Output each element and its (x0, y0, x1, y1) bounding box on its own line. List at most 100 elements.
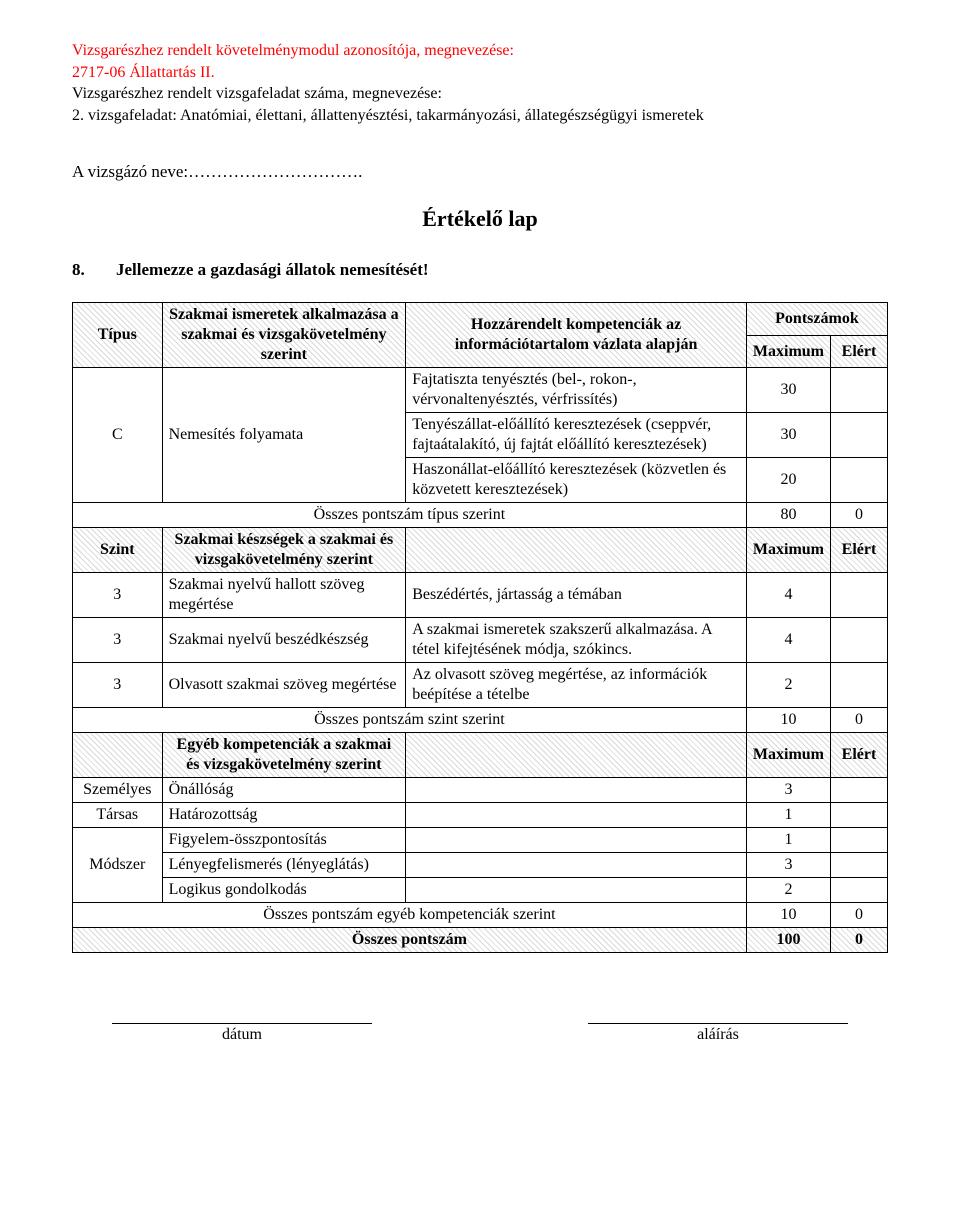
question-number: 8. (72, 260, 116, 280)
skill-cell: Szakmai nyelvű hallott szöveg megértése (162, 573, 406, 618)
table-row: Személyes Önállóság 3 (73, 778, 888, 803)
elert-cell (831, 828, 888, 853)
col-max-header: Maximum (746, 335, 830, 368)
other-total-max: 10 (746, 903, 830, 928)
date-label: dátum (112, 1026, 372, 1044)
level-header-row: Szint Szakmai készségek a szakmai és viz… (73, 528, 888, 573)
col-max-header: Maximum (746, 733, 830, 778)
desc-cell (406, 803, 747, 828)
col-elert-header: Elért (831, 335, 888, 368)
elert-cell (831, 663, 888, 708)
level-cell: 3 (73, 573, 163, 618)
max-cell: 4 (746, 618, 830, 663)
skill-cell: Olvasott szakmai szöveg megértése (162, 663, 406, 708)
desc-cell: Az olvasott szöveg megértése, az informá… (406, 663, 747, 708)
level-total-elert: 0 (831, 708, 888, 733)
col-max-header: Maximum (746, 528, 830, 573)
table-row: Logikus gondolkodás 2 (73, 878, 888, 903)
type-cell: C (73, 368, 163, 503)
date-signature: dátum (112, 1023, 372, 1044)
competence-cell: Logikus gondolkodás (162, 878, 406, 903)
competence-cell: Figyelem-összpontosítás (162, 828, 406, 853)
level-total-row: Összes pontszám szint szerint 10 0 (73, 708, 888, 733)
table-row: 3 Szakmai nyelvű beszédkészség A szakmai… (73, 618, 888, 663)
elert-cell (831, 413, 888, 458)
signature-line (112, 1023, 372, 1024)
desc-cell (406, 778, 747, 803)
category-cell: Módszer (73, 828, 163, 903)
table-row: 3 Szakmai nyelvű hallott szöveg megértés… (73, 573, 888, 618)
competence-cell: Tenyészállat-előállító keresztezések (cs… (406, 413, 747, 458)
page-title: Értékelő lap (72, 206, 888, 232)
col-skill-header: Szakmai készségek a szakmai és vizsgaköv… (162, 528, 406, 573)
category-cell: Társas (73, 803, 163, 828)
elert-cell (831, 573, 888, 618)
type-total-label: Összes pontszám típus szerint (73, 503, 747, 528)
grand-total-label: Összes pontszám (73, 928, 747, 953)
max-cell: 1 (746, 828, 830, 853)
desc-cell (406, 853, 747, 878)
type-total-elert: 0 (831, 503, 888, 528)
col-cat-header (73, 733, 163, 778)
elert-cell (831, 878, 888, 903)
other-total-elert: 0 (831, 903, 888, 928)
desc-cell (406, 828, 747, 853)
col-elert-header: Elért (831, 733, 888, 778)
max-cell: 3 (746, 778, 830, 803)
competence-cell: Lényegfelismerés (lényeglátás) (162, 853, 406, 878)
level-total-max: 10 (746, 708, 830, 733)
elert-cell (831, 853, 888, 878)
grand-total-elert: 0 (831, 928, 888, 953)
module-header: Vizsgarészhez rendelt követelménymodul a… (72, 40, 888, 126)
table-row: C Nemesítés folyamata Fajtatiszta tenyés… (73, 368, 888, 413)
grand-total-row: Összes pontszám 100 0 (73, 928, 888, 953)
desc-cell: A szakmai ismeretek szakszerű alkalmazás… (406, 618, 747, 663)
elert-cell (831, 368, 888, 413)
col-othercomp-header: Egyéb kompetenciák a szakmai és vizsgakö… (162, 733, 406, 778)
task-number-label: Vizsgarészhez rendelt vizsgafeladat szám… (72, 83, 888, 105)
level-total-label: Összes pontszám szint szerint (73, 708, 747, 733)
col-elert-header: Elért (831, 528, 888, 573)
signature-row: dátum aláírás (72, 1023, 888, 1044)
elert-cell (831, 778, 888, 803)
sign-label: aláírás (588, 1026, 848, 1044)
level-cell: 3 (73, 663, 163, 708)
skill-cell: Szakmai nyelvű beszédkészség (162, 618, 406, 663)
col-knowledge-header: Szakmai ismeretek alkalmazása a szakmai … (162, 303, 406, 368)
max-cell: 30 (746, 413, 830, 458)
table-row: Lényegfelismerés (lényeglátás) 3 (73, 853, 888, 878)
col-empty-header (406, 528, 747, 573)
col-level-header: Szint (73, 528, 163, 573)
competence-cell: Önállóság (162, 778, 406, 803)
level-cell: 3 (73, 618, 163, 663)
page: Vizsgarészhez rendelt követelménymodul a… (0, 0, 960, 1084)
competence-cell: Haszonállat-előállító keresztezések (köz… (406, 458, 747, 503)
max-cell: 2 (746, 878, 830, 903)
type-total-row: Összes pontszám típus szerint 80 0 (73, 503, 888, 528)
table-row: Módszer Figyelem-összpontosítás 1 (73, 828, 888, 853)
max-cell: 3 (746, 853, 830, 878)
other-total-label: Összes pontszám egyéb kompetenciák szeri… (73, 903, 747, 928)
desc-cell (406, 878, 747, 903)
question-row: 8. Jellemezze a gazdasági állatok nemesí… (72, 260, 888, 280)
table-row: 3 Olvasott szakmai szöveg megértése Az o… (73, 663, 888, 708)
competence-cell: Fajtatiszta tenyésztés (bel-, rokon-, vé… (406, 368, 747, 413)
max-cell: 4 (746, 573, 830, 618)
module-id-value: 2717-06 Állattartás II. (72, 62, 888, 84)
signature-line (588, 1023, 848, 1024)
col-points-header: Pontszámok (746, 303, 887, 336)
max-cell: 1 (746, 803, 830, 828)
examinee-name-line: A vizsgázó neve:…………………………. (72, 162, 888, 182)
max-cell: 20 (746, 458, 830, 503)
desc-cell: Beszédértés, jártasság a témában (406, 573, 747, 618)
col-empty-header (406, 733, 747, 778)
type-total-max: 80 (746, 503, 830, 528)
elert-cell (831, 458, 888, 503)
table-header-row: Típus Szakmai ismeretek alkalmazása a sz… (73, 303, 888, 336)
max-cell: 30 (746, 368, 830, 413)
category-cell: Személyes (73, 778, 163, 803)
col-competence-header: Hozzárendelt kompetenciák az információt… (406, 303, 747, 368)
max-cell: 2 (746, 663, 830, 708)
evaluation-table: Típus Szakmai ismeretek alkalmazása a sz… (72, 302, 888, 953)
other-total-row: Összes pontszám egyéb kompetenciák szeri… (73, 903, 888, 928)
